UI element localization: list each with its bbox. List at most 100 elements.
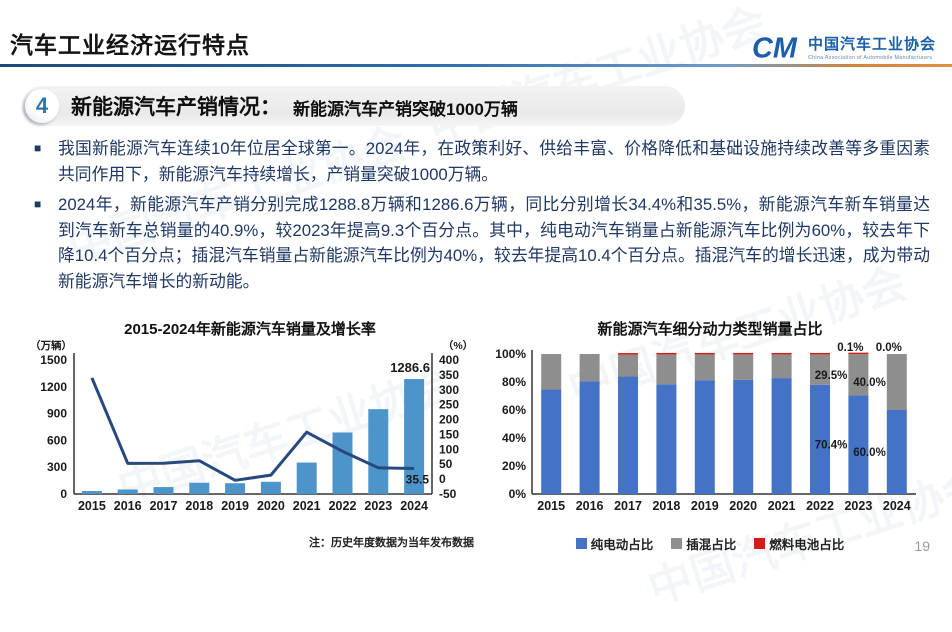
caam-logo-text: 中国汽车工业协会 China Association of Automobile… [808, 33, 936, 61]
chart-note: 注：历史年度数据为当年发布数据 [309, 537, 474, 549]
phev-segment-2022 [810, 354, 830, 385]
section-number-badge: 4 [25, 89, 59, 123]
bev-segment-2021 [771, 378, 792, 494]
x-axis-label: 2017 [614, 499, 642, 513]
right-axis-tick: 50 [439, 457, 453, 471]
phev-segment-2018 [656, 354, 677, 385]
caam-org-name-en: China Association of Automobile Manufact… [807, 55, 933, 61]
phev-segment-2016 [579, 354, 600, 382]
right-axis-tick: 150 [439, 427, 459, 441]
phev-segment-2020 [733, 354, 754, 380]
right-axis-tick: 350 [439, 368, 459, 382]
bullet-marker: ■ [34, 141, 42, 155]
legend-label: 纯电动占比 [590, 538, 654, 552]
sales-bar-2017 [153, 487, 174, 494]
power-type-legend: 纯电动占比 插混占比 燃料电池占比 [484, 534, 936, 553]
right-axis-tick: 200 [439, 413, 459, 427]
x-axis-label: 2022 [329, 499, 357, 513]
bev-share-label: 70.4% [815, 440, 848, 452]
line-value-label: 35.5 [406, 473, 430, 487]
x-axis-label: 2021 [293, 499, 321, 513]
left-axis-tick: 900 [47, 407, 67, 421]
bev-segment-2019 [694, 380, 715, 494]
section-title: 新能源汽车产销情况： [71, 96, 281, 119]
caam-logo-mark: CM [752, 33, 798, 64]
x-axis-label: 2017 [150, 499, 178, 513]
phev-segment-2024 [886, 354, 907, 410]
y-axis-tick: 40% [502, 431, 526, 445]
sales-bar-2015 [81, 491, 102, 494]
bev-segment-2016 [579, 381, 600, 494]
phev-share-label: 40.0% [853, 377, 886, 389]
sales-bar-2023 [368, 409, 389, 494]
left-axis-tick: 0 [60, 487, 67, 501]
fcv-segment-2021 [771, 352, 792, 355]
sales-growth-chart-svg: 030060090012001500-500501001502002503003… [30, 340, 473, 513]
sales-bar-2022 [332, 432, 353, 494]
phev-share-label: 29.5% [815, 370, 848, 382]
left-axis-tick: 1500 [40, 353, 67, 367]
phev-segment-2015 [541, 354, 562, 390]
x-axis-label: 2015 [537, 499, 565, 513]
bev-segment-2017 [618, 376, 638, 494]
x-axis-label: 2021 [768, 499, 796, 513]
phev-segment-2019 [694, 354, 715, 381]
header-divider [0, 64, 952, 67]
x-axis-label: 2016 [576, 499, 604, 513]
phev-segment-2021 [771, 354, 792, 379]
sales-bar-2021 [296, 462, 317, 494]
bullet-list: ■ 我国新能源汽车连续10年位居全球第一。2024年，在政策利好、供给丰富、价格… [34, 136, 930, 299]
legend-item: 燃料电池占比 [754, 534, 844, 553]
x-axis-label: 2016 [114, 499, 142, 513]
bev-segment-2018 [656, 384, 677, 494]
right-axis-tick: 250 [439, 398, 459, 412]
y-axis-tick: 0% [509, 487, 527, 501]
left-axis-tick: 600 [47, 433, 67, 447]
sales-bar-2020 [260, 481, 281, 494]
legend-item: 纯电动占比 [575, 534, 654, 553]
legend-swatch [671, 538, 683, 549]
watermark: 中国汽车工业协会 [422, 0, 773, 154]
left-axis-tick: 300 [47, 460, 67, 474]
y-axis-tick: 100% [495, 347, 526, 361]
bev-segment-2024 [886, 410, 907, 494]
x-axis-label: 2023 [364, 499, 392, 513]
right-axis-tick: -50 [439, 487, 457, 501]
x-axis-label: 2024 [883, 499, 911, 513]
x-axis-label: 2015 [78, 499, 106, 513]
sales-bar-2018 [189, 482, 210, 494]
sales-bar-2024 [404, 379, 425, 494]
right-axis-tick: 0 [439, 472, 446, 486]
page-number: 19 [914, 538, 930, 554]
left-axis-unit: （万辆） [30, 340, 72, 352]
growth-rate-line [90, 377, 415, 482]
bev-segment-2023 [848, 395, 869, 494]
power-type-share-chart-svg: 0% 20% 40% 60% 80% 100% 2015 2016 2017 2018 2019 20… [495, 342, 916, 513]
caam-logo: CM 中国汽车工业协会 China Association of Automob… [752, 30, 936, 64]
x-axis-label: 2019 [691, 499, 719, 513]
section-subtitle: 新能源汽车产销突破1000万辆 [293, 100, 518, 119]
phev-segment-2023 [848, 354, 869, 396]
sales-growth-chart-title: 2015-2024年新能源汽车销量及增长率 [124, 321, 376, 338]
bullet-text: 我国新能源汽车连续10年位居全球第一。2024年，在政策利好、供给丰富、价格降低… [58, 139, 930, 184]
sales-bar-2019 [225, 483, 246, 494]
right-axis-unit: （%） [443, 340, 473, 352]
bullet-marker: ■ [34, 197, 42, 211]
x-axis-label: 2020 [729, 499, 757, 513]
section-banner: 4 新能源汽车产销情况： 新能源汽车产销突破1000万辆 [22, 86, 685, 126]
sales-bar-2016 [117, 489, 138, 494]
bev-share-label: 60.0% [853, 447, 886, 459]
x-axis-label: 2023 [844, 499, 872, 513]
bar-value-label: 1286.6 [390, 360, 430, 375]
right-axis-tick: 100 [439, 442, 459, 456]
right-axis-tick: 300 [439, 383, 459, 397]
fcv-segment-2019 [694, 352, 715, 355]
y-axis-tick: 60% [502, 403, 526, 417]
page-title: 汽车工业经济运行特点 [10, 32, 250, 58]
caam-logo-icon: CM [752, 33, 798, 64]
legend-swatch [754, 538, 766, 549]
legend-item: 插混占比 [671, 534, 736, 553]
x-axis-label: 2020 [257, 499, 285, 513]
fcv-segment-2017 [618, 353, 638, 355]
